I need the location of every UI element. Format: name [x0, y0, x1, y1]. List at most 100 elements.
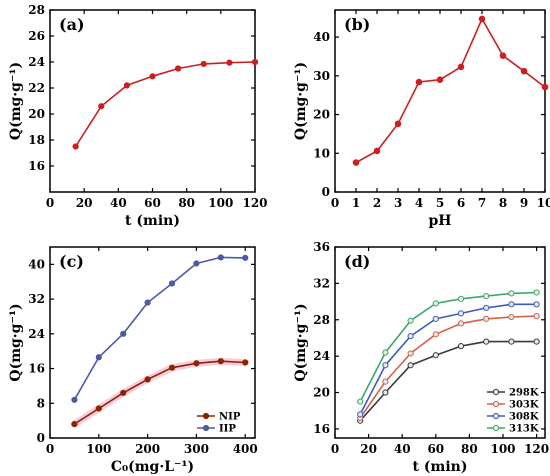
- x-tick-label: 80: [461, 442, 478, 456]
- chart-panel-a: 0 20 40 60 80 100 120 16 18 20 22 24 26 28 t (min) Q(mg…: [8, 3, 268, 229]
- x-tick-label: 10: [537, 196, 550, 210]
- data-point: [200, 60, 207, 68]
- data-point: [175, 65, 182, 72]
- x-tick-label: 80: [178, 196, 195, 210]
- x-tick-label: 100: [86, 442, 111, 456]
- chart-panel-c: 0 100 200 300 400 0 8 16 24 32 40 C₀(mg·L⁻¹) Q(mg·g⁻…: [8, 246, 258, 475]
- data-point: [457, 63, 465, 71]
- series-line: [359, 340, 537, 422]
- series-line: [73, 256, 246, 401]
- data-point: [407, 362, 414, 369]
- y-axis-title: Q(mg·g⁻¹): [293, 62, 309, 140]
- x-tick-label: 0: [46, 196, 54, 210]
- data-point: [373, 147, 381, 155]
- data-point: [457, 343, 465, 350]
- data-point: [72, 143, 79, 150]
- legend-marker: [492, 388, 500, 396]
- data-point: [149, 73, 156, 80]
- x-tick-label: 0: [46, 442, 54, 456]
- x-tick-label: 9: [520, 196, 528, 210]
- data-point: [382, 349, 389, 356]
- legend-marker: [492, 400, 500, 408]
- data-point: [382, 389, 389, 396]
- y-tick-label: 20: [28, 107, 45, 121]
- x-tick-label: 300: [184, 442, 209, 456]
- x-tick-label: 120: [524, 442, 549, 456]
- panel-label: (d): [344, 252, 370, 271]
- x-axis-title: pH: [428, 213, 451, 229]
- y-tick-label: 36: [313, 240, 330, 254]
- data-point: [382, 362, 389, 369]
- legend-label: 313K: [509, 424, 539, 435]
- series-line: [74, 61, 256, 147]
- data-point: [520, 67, 528, 75]
- y-tick-label: 0: [37, 431, 45, 445]
- data-point: [533, 313, 540, 320]
- data-point: [457, 310, 465, 317]
- legend-label: 308K: [509, 412, 539, 423]
- data-point: [432, 315, 439, 322]
- x-tick-label: 40: [110, 196, 127, 210]
- x-axis-title: t (min): [125, 213, 180, 229]
- data-point: [382, 378, 389, 385]
- series-line: [355, 18, 546, 164]
- y-tick-label: 28: [313, 313, 330, 327]
- legend-marker: [202, 412, 210, 420]
- data-point: [168, 364, 176, 371]
- data-point: [432, 352, 439, 359]
- data-point: [483, 293, 490, 300]
- series-line: [359, 303, 537, 415]
- data-point: [123, 82, 130, 89]
- data-point: [352, 159, 360, 166]
- data-point: [508, 313, 515, 321]
- data-point: [483, 315, 490, 322]
- data-point: [120, 389, 127, 396]
- data-point: [533, 338, 540, 345]
- y-tick-label: 20: [313, 108, 330, 122]
- data-point: [193, 260, 200, 267]
- x-axis-title: C₀(mg·L⁻¹): [111, 459, 194, 475]
- series-line: [73, 360, 246, 425]
- series-line: [359, 315, 537, 419]
- y-tick-label: 28: [28, 3, 45, 17]
- data-point: [432, 300, 439, 307]
- y-tick-label: 16: [28, 362, 45, 376]
- x-tick-label: 3: [394, 196, 402, 210]
- x-tick-label: 20: [360, 442, 377, 456]
- x-tick-label: 1: [352, 196, 360, 210]
- plot-frame: [49, 246, 256, 439]
- y-tick-label: 24: [28, 327, 45, 341]
- data-point: [226, 59, 233, 66]
- data-point: [217, 254, 224, 261]
- data-point: [95, 405, 102, 412]
- x-tick-label: 5: [436, 196, 444, 210]
- data-point: [483, 338, 490, 345]
- data-point: [120, 330, 127, 337]
- y-axis-title: Q(mg·g⁻¹): [8, 62, 24, 140]
- y-tick-label: 40: [28, 257, 45, 271]
- y-tick-label: 26: [28, 29, 45, 43]
- x-tick-label: 120: [242, 196, 267, 210]
- data-point: [144, 299, 151, 306]
- data-point: [251, 58, 259, 66]
- plot-frame: [49, 9, 256, 193]
- x-axis-title: t (min): [413, 459, 468, 475]
- x-tick-label: 8: [499, 196, 507, 210]
- legend-label: 303K: [509, 400, 539, 411]
- data-point: [541, 83, 549, 91]
- legend-label: NIP: [219, 412, 241, 423]
- y-tick-label: 8: [37, 396, 45, 410]
- x-tick-label: 60: [427, 442, 444, 456]
- panel-label: (c): [59, 252, 84, 271]
- data-point: [533, 289, 540, 296]
- y-tick-label: 32: [313, 276, 330, 290]
- x-tick-label: 100: [208, 196, 233, 210]
- data-point: [71, 396, 78, 403]
- chart-panel-d: 0 20 40 60 80 100 120 16 20 24 28 32 36 t (min) Q(mg·g…: [293, 240, 549, 475]
- data-point: [478, 15, 486, 23]
- panel-label: (a): [59, 15, 85, 34]
- data-point: [508, 290, 515, 297]
- data-point: [242, 359, 249, 366]
